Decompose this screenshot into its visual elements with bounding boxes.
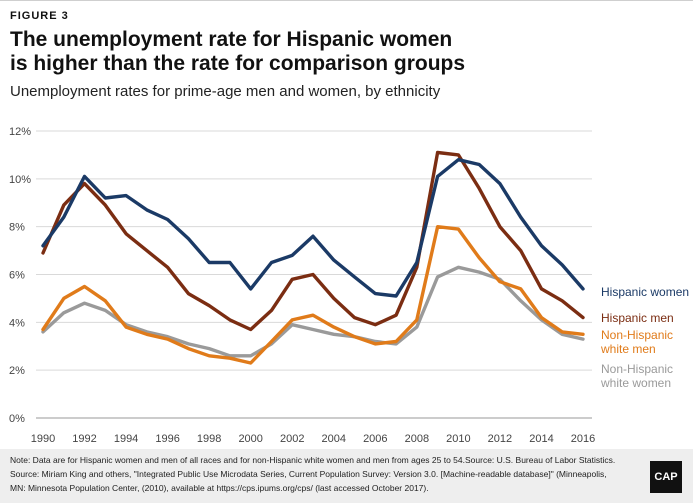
chart-title-line-2: is higher than the rate for comparison g… [10, 52, 466, 75]
chart-title: The unemployment rate for Hispanic women… [10, 28, 680, 76]
legend-label-non-hispanic-white-women: Non-Hispanic [601, 362, 673, 376]
chart-subtitle: Unemployment rates for prime-age men and… [10, 83, 441, 100]
x-tick-label: 2000 [238, 433, 262, 445]
y-tick-label: 10% [9, 174, 31, 186]
x-tick-label: 2012 [488, 433, 512, 445]
x-axis-labels: 1990 1992 1994 1996 1998 2000 2002 2004 2006 2008… [31, 433, 595, 445]
series-line-non-hispanic-white-men [41, 224, 585, 365]
x-tick-label: 1996 [155, 433, 179, 445]
y-tick-label: 2% [9, 365, 25, 377]
figure-label: FIGURE 3 [10, 10, 69, 22]
gridlines [36, 130, 592, 419]
x-tick-label: 2008 [405, 433, 429, 445]
legend-label-hispanic-women: Hispanic women [601, 285, 689, 299]
y-tick-label: 6% [9, 270, 25, 282]
cap-logo: CAP [650, 461, 682, 493]
line-chart: 0% 2% 4% 6% 8% 10% 12% 1990 1992 1994 1996 1998 200… [9, 126, 689, 445]
y-tick-label: 0% [9, 413, 25, 425]
footnote: Note: Data are for Hispanic women and me… [10, 453, 620, 495]
series-line-hispanic-men [41, 150, 585, 332]
y-tick-label: 12% [9, 126, 31, 138]
x-tick-label: 1998 [197, 433, 221, 445]
footnote-line-2: Source: Miriam King and others, "Integra… [10, 469, 607, 479]
legend-label-non-hispanic-white-men: Non-Hispanic [601, 328, 673, 342]
x-tick-label: 2006 [363, 433, 387, 445]
x-tick-label: 1990 [31, 433, 55, 445]
x-tick-label: 2002 [280, 433, 304, 445]
x-tick-label: 2014 [529, 433, 553, 445]
x-tick-label: 2004 [322, 433, 346, 445]
legend-label-hispanic-men: Hispanic men [601, 311, 674, 325]
y-tick-label: 4% [9, 317, 25, 329]
y-axis-labels: 0% 2% 4% 6% 8% 10% 12% [9, 126, 31, 425]
series-lines [41, 150, 585, 365]
chart-title-line-1: The unemployment rate for Hispanic women [10, 28, 453, 51]
x-tick-label: 1992 [72, 433, 96, 445]
footnote-line-1: Note: Data are for Hispanic women and me… [10, 455, 616, 465]
x-tick-label: 2016 [571, 433, 595, 445]
x-tick-label: 2010 [446, 433, 470, 445]
y-tick-label: 8% [9, 222, 25, 234]
footer: Note: Data are for Hispanic women and me… [0, 449, 693, 503]
footnote-line-3: MN: Minnesota Population Center, (2010),… [10, 483, 429, 493]
legend-label-non-hispanic-white-women: white women [600, 376, 671, 390]
series-line-non-hispanic-white-women [41, 265, 585, 358]
series-line-hispanic-women [41, 157, 585, 298]
legend-label-non-hispanic-white-men: white men [600, 342, 656, 356]
top-border [0, 0, 693, 1]
x-tick-label: 1994 [114, 433, 138, 445]
